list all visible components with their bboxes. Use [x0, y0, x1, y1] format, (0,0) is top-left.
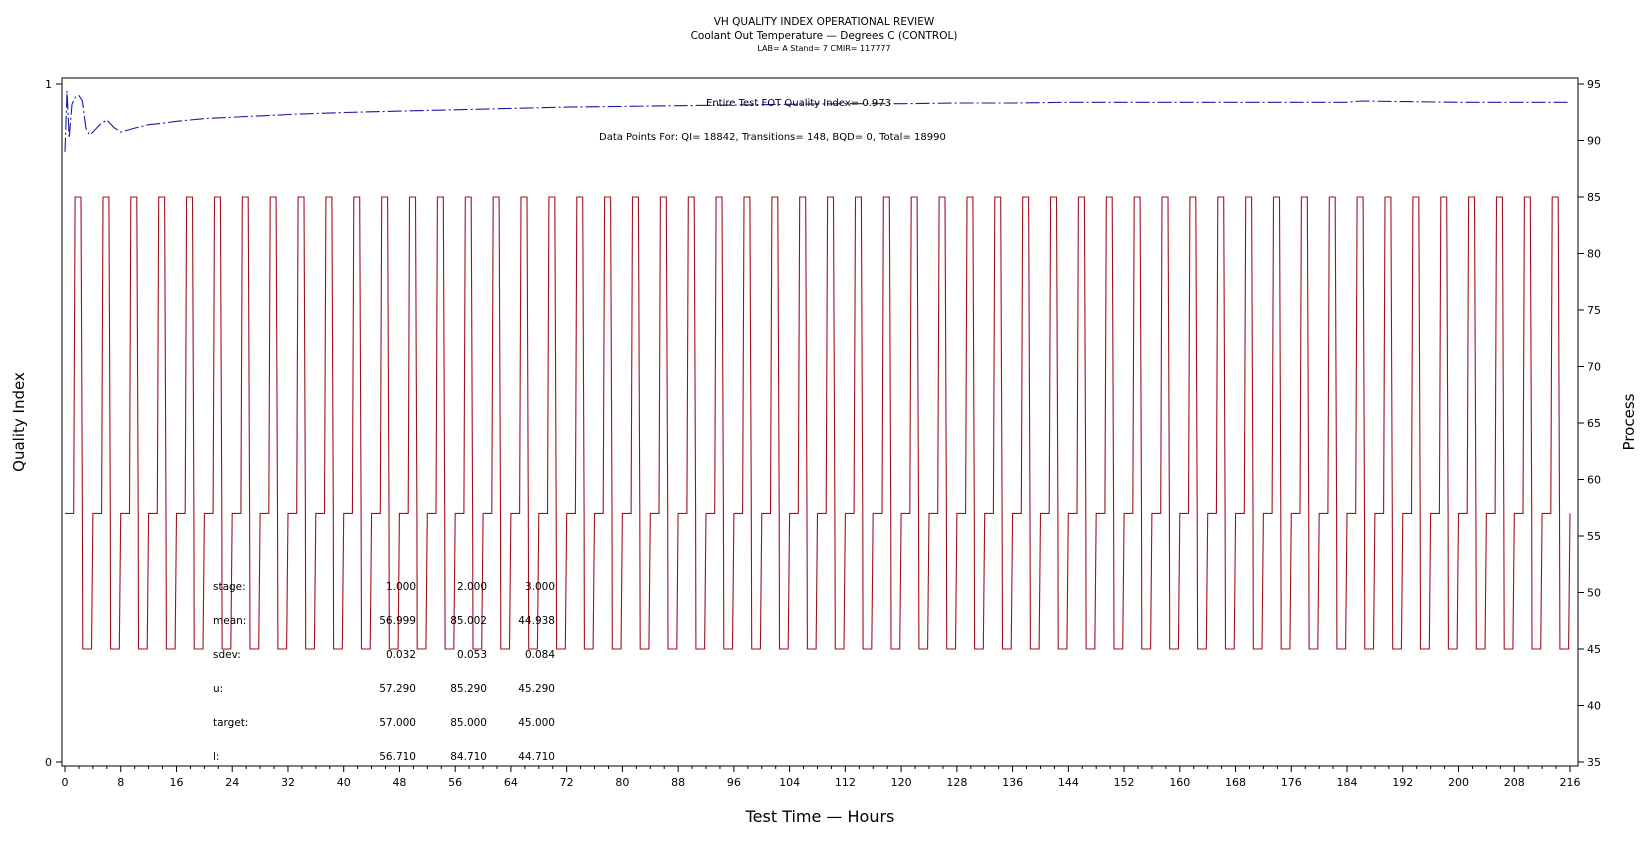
y-right-tick-label: 95	[1587, 78, 1601, 91]
x-tick-label: 216	[1560, 776, 1581, 789]
x-tick-label: 200	[1448, 776, 1469, 789]
stats-cell: 56.999	[379, 615, 416, 627]
x-tick-label: 72	[560, 776, 574, 789]
x-tick-label: 16	[169, 776, 183, 789]
stats-cell: 1.000	[386, 581, 416, 593]
chart-subtitle-line2: LAB= A Stand= 7 CMIR= 117777	[757, 44, 890, 53]
x-tick-label: 152	[1114, 776, 1135, 789]
stats-cell: 44.710	[518, 751, 555, 763]
stats-cell: 57.290	[379, 683, 416, 695]
y-right-tick-label: 65	[1587, 417, 1601, 430]
plot-frame	[61, 77, 1579, 767]
x-tick-label: 168	[1225, 776, 1246, 789]
y-right-tick-label: 90	[1587, 135, 1601, 148]
process-series-line	[65, 196, 1571, 650]
stats-row-label: stage:	[213, 581, 246, 593]
stats-cell: 0.084	[525, 649, 555, 661]
stats-cell: 44.938	[518, 615, 555, 627]
y-right-tick-label: 55	[1587, 530, 1601, 543]
stats-cell: 45.290	[518, 683, 555, 695]
stats-row-label: sdev:	[213, 649, 241, 661]
quality-index-annotation: Entire Test FOT Quality Index= 0.973	[706, 98, 891, 109]
data-points-annotation: Data Points For: QI= 18842, Transitions=…	[599, 132, 946, 143]
x-tick-label: 96	[727, 776, 741, 789]
stats-cell: 0.032	[386, 649, 416, 661]
x-tick-label: 120	[891, 776, 912, 789]
x-tick-label: 184	[1337, 776, 1358, 789]
stats-row-label: target:	[213, 717, 248, 729]
stats-cell: 0.053	[457, 649, 487, 661]
x-tick-label: 32	[281, 776, 295, 789]
y-axis-right: 35 40 45 50 55 60 65 70 75 80 85 90 95	[1578, 78, 1601, 769]
y-right-tick-label: 60	[1587, 474, 1601, 487]
chart-subtitle: Coolant Out Temperature — Degrees C (CON…	[691, 30, 958, 42]
y-right-tick-label: 75	[1587, 304, 1601, 317]
stats-cell: 57.000	[379, 717, 416, 729]
y-right-tick-label: 70	[1587, 361, 1601, 374]
x-tick-label: 104	[779, 776, 800, 789]
quality-index-series-line	[64, 90, 1570, 152]
stats-cell: 84.710	[450, 751, 487, 763]
y-axis-left-label: Quality Index	[10, 372, 28, 472]
y-right-tick-label: 80	[1587, 248, 1601, 261]
x-axis-label: Test Time — Hours	[745, 807, 895, 826]
chart-title: VH QUALITY INDEX OPERATIONAL REVIEW	[714, 16, 935, 28]
y-right-tick-label: 85	[1587, 191, 1601, 204]
stats-row-label: u:	[213, 683, 223, 695]
stats-table: stage: 1.000 2.000 3.000 mean: 56.999 85.002 44…	[213, 581, 555, 763]
stats-cell: 45.000	[518, 717, 555, 729]
y-right-tick-label: 35	[1587, 756, 1601, 769]
y-right-tick-label: 45	[1587, 643, 1601, 656]
x-tick-label: 192	[1392, 776, 1413, 789]
x-tick-label: 0	[62, 776, 69, 789]
x-tick-label: 64	[504, 776, 518, 789]
x-tick-label: 112	[835, 776, 856, 789]
x-tick-label: 24	[225, 776, 239, 789]
x-tick-label: 8	[117, 776, 124, 789]
y-right-tick-label: 50	[1587, 587, 1601, 600]
y-left-tick-label: 1	[45, 78, 52, 91]
x-tick-label: 88	[671, 776, 685, 789]
x-tick-label: 136	[1002, 776, 1023, 789]
x-tick-label: 208	[1504, 776, 1525, 789]
x-tick-label: 160	[1169, 776, 1190, 789]
stats-cell: 2.000	[457, 581, 487, 593]
x-tick-label: 40	[337, 776, 351, 789]
y-axis-left: 01	[45, 78, 62, 769]
stats-row-label: l:	[213, 751, 219, 763]
x-tick-label: 80	[615, 776, 629, 789]
stats-cell: 85.000	[450, 717, 487, 729]
stats-cell: 85.002	[450, 615, 487, 627]
x-axis: 0 8 16 24 32 40 48 56 64 72 80 88 96 104 112 120 128 136 1…	[62, 766, 1581, 789]
x-tick-label: 144	[1058, 776, 1079, 789]
stats-cell: 85.290	[450, 683, 487, 695]
y-right-tick-label: 40	[1587, 700, 1601, 713]
x-tick-label: 48	[392, 776, 406, 789]
stats-row-label: mean:	[213, 615, 246, 627]
stats-cell: 56.710	[379, 751, 416, 763]
y-left-tick-label: 0	[45, 756, 52, 769]
y-axis-right-label: Process	[1620, 393, 1638, 450]
x-tick-label: 176	[1281, 776, 1302, 789]
x-tick-label: 56	[448, 776, 462, 789]
series-layer	[64, 90, 1571, 650]
x-tick-label: 128	[946, 776, 967, 789]
stats-cell: 3.000	[525, 581, 555, 593]
